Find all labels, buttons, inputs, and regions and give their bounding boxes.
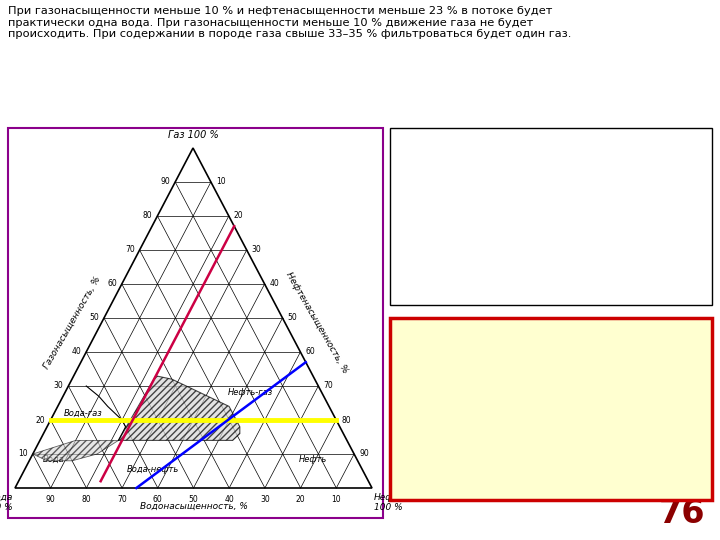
Text: 76: 76 [659, 497, 705, 530]
Polygon shape [119, 376, 240, 441]
Text: 40: 40 [71, 348, 81, 356]
Text: 80: 80 [341, 415, 351, 424]
Text: 70: 70 [125, 246, 135, 254]
Text: При              нефтенасыщенности: При нефтенасыщенности [396, 134, 618, 144]
Text: Вода-газ: Вода-газ [63, 409, 102, 418]
Text: 20: 20 [234, 212, 243, 220]
Text: 40: 40 [269, 280, 279, 288]
Text: фильтроваться  может  только: фильтроваться может только [396, 224, 601, 234]
Text: 10    до    18   %: 10 до 18 % [486, 206, 590, 216]
Text: 20: 20 [296, 495, 305, 504]
Text: 40: 40 [225, 495, 234, 504]
Text: 60: 60 [107, 280, 117, 288]
Text: Вода
100 %: Вода 100 % [0, 493, 13, 512]
Text: 60: 60 [305, 348, 315, 356]
Text: насыщенности: нефтью от 23: насыщенности: нефтью от 23 [452, 434, 650, 444]
Text: 90: 90 [359, 449, 369, 458]
Text: газом от 14 до 33 %.: газом от 14 до 33 %. [483, 470, 619, 480]
Bar [390, 318, 712, 500]
Text: Газ 100 %: Газ 100 % [168, 130, 218, 140]
Text: Область существования: Область существования [471, 326, 631, 336]
Text: Вода-нефть: Вода-нефть [126, 465, 179, 474]
Text: 90: 90 [161, 178, 170, 186]
Text: 10: 10 [18, 449, 28, 458]
Text: находится в пределах: находится в пределах [477, 416, 625, 426]
Text: (совместного движения в: (совместного движения в [467, 362, 636, 372]
Text: Газонасыщенность, %: Газонасыщенность, % [42, 275, 102, 371]
Text: несцементированных песков: несцементированных песков [455, 398, 647, 408]
Text: не  будет  происходить.  При: не будет происходить. При [396, 170, 590, 180]
Text: 80: 80 [143, 212, 153, 220]
Text: меньше: меньше [396, 152, 452, 162]
Text: 10: 10 [331, 495, 341, 504]
Text: 30: 30 [252, 246, 261, 254]
Text: 20: 20 [36, 415, 45, 424]
Text: 70: 70 [323, 381, 333, 390]
Text: Нефть
100 %: Нефть 100 % [374, 493, 405, 512]
Text: Нефть-газ: Нефть-газ [228, 388, 273, 397]
Text: до 50 %, водой от 33 до 64 %,: до 50 %, водой от 33 до 64 %, [451, 452, 651, 462]
Polygon shape [33, 441, 119, 461]
Bar [390, 128, 712, 305]
Text: 50: 50 [287, 314, 297, 322]
Text: Нефтенасыщенность, %: Нефтенасыщенность, % [284, 271, 349, 375]
Text: 20 до 30 %: 20 до 30 % [518, 188, 590, 198]
Text: одна нефть.: одна нефть. [396, 242, 478, 252]
Text: движение нефти: движение нефти [480, 152, 598, 162]
Text: Нефть: Нефть [299, 455, 327, 464]
Text: Вода: Вода [42, 455, 64, 464]
Text: 70: 70 [117, 495, 127, 504]
Text: потоке всех трёх систем) для: потоке всех трёх систем) для [453, 380, 649, 390]
Text: 80: 80 [81, 495, 91, 504]
Text: 60: 60 [153, 495, 163, 504]
Bar [8, 128, 383, 518]
Text: 50: 50 [189, 495, 199, 504]
Text: 90: 90 [46, 495, 55, 504]
Text: и   газа   от: и газа от [396, 206, 479, 216]
Text: 50: 50 [89, 314, 99, 322]
Text: 30: 30 [260, 495, 270, 504]
Text: содержании воды от: содержании воды от [396, 188, 540, 198]
Text: трёхфазного потока: трёхфазного потока [484, 344, 618, 354]
Text: Водонасыщенность, %: Водонасыщенность, % [140, 502, 248, 511]
Text: 23 %: 23 % [447, 152, 478, 162]
Text: 10: 10 [216, 178, 225, 186]
Text: 30: 30 [54, 381, 63, 390]
Text: При газонасыщенности меньше 10 % и нефтенасыщенности меньше 23 % в потоке будет
: При газонасыщенности меньше 10 % и нефте… [8, 6, 572, 39]
